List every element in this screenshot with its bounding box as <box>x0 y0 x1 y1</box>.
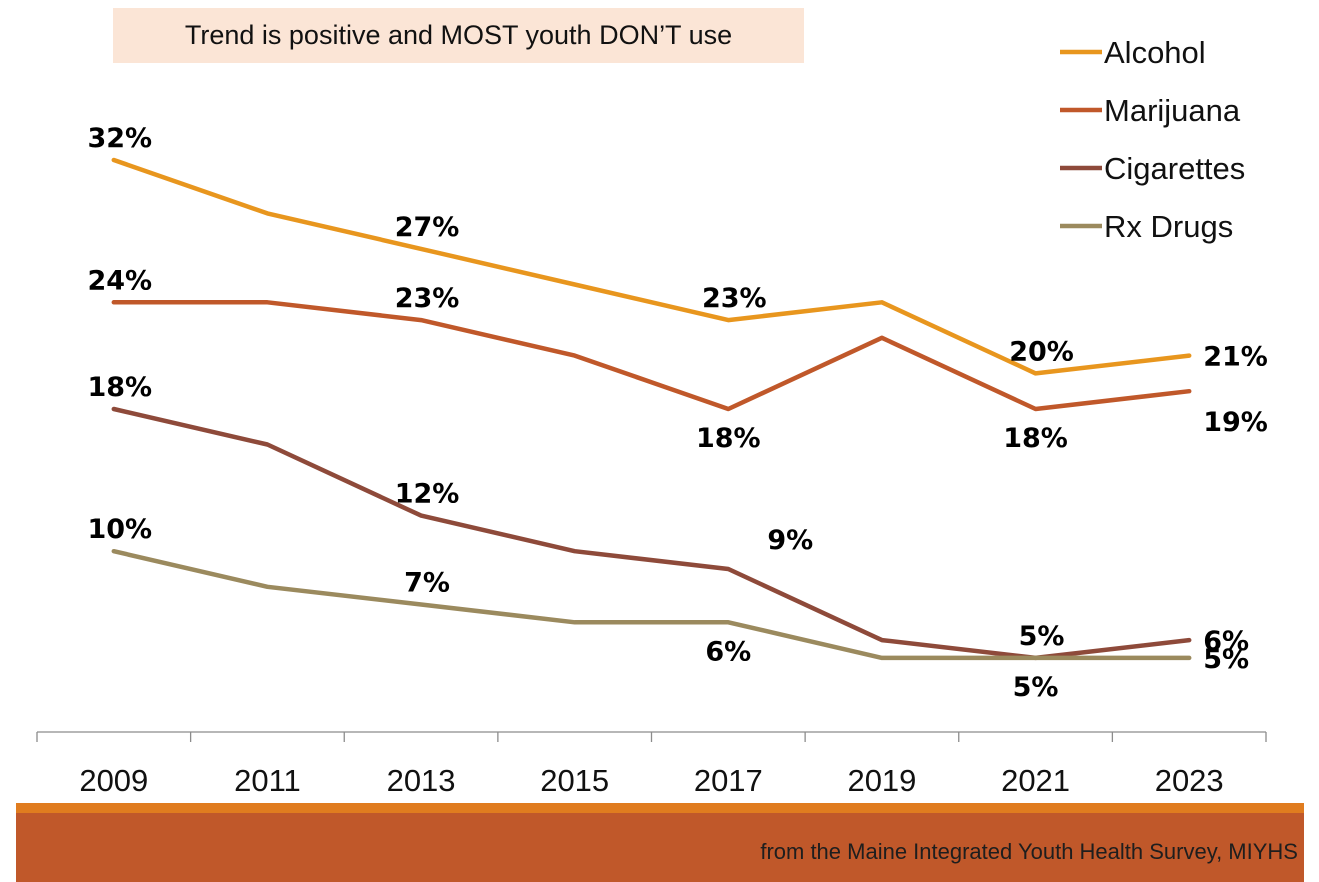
data-label-marijuana-2023: 19% <box>1203 407 1268 438</box>
data-label-cigarettes-2023: 6% <box>1203 626 1249 657</box>
data-label-cigarettes-2013: 12% <box>395 479 460 510</box>
data-label-rx_drugs-2009: 10% <box>87 514 152 545</box>
data-labels: 32% 27% 23% 20% 21% 24% 23% 18% 18% 19% 18% 12% 9% 5%… <box>87 123 1267 703</box>
series-line-marijuana <box>111 300 1192 412</box>
data-label-cigarettes-2009: 18% <box>87 372 152 403</box>
footer-stripe <box>16 803 1304 813</box>
series-line-rx_drugs <box>111 548 1192 661</box>
x-tick-label-2009: 2009 <box>79 763 148 798</box>
data-label-marijuana-2013: 23% <box>395 283 460 314</box>
data-label-cigarettes-2017: 9% <box>767 525 813 556</box>
data-label-alcohol-2009: 32% <box>87 123 152 154</box>
data-label-marijuana-2009: 24% <box>87 265 152 296</box>
series-lines <box>111 157 1192 661</box>
data-label-rx_drugs-2023: 5% <box>1203 644 1249 675</box>
data-label-alcohol-2013: 27% <box>395 212 460 243</box>
data-label-marijuana-2021: 18% <box>1003 423 1068 454</box>
series-line-alcohol <box>111 157 1192 376</box>
legend-label-cigarettes: Cigarettes <box>1104 151 1245 186</box>
x-tick-label-2023: 2023 <box>1155 763 1224 798</box>
legend: Alcohol Marijuana Cigarettes Rx Drugs <box>1060 35 1245 244</box>
x-tick-label-2019: 2019 <box>847 763 916 798</box>
data-label-alcohol-2021: 20% <box>1009 336 1074 367</box>
x-tick-label-2017: 2017 <box>694 763 763 798</box>
legend-label-alcohol: Alcohol <box>1104 35 1206 70</box>
x-tick-label-2011: 2011 <box>234 763 301 798</box>
data-label-alcohol-2017: 23% <box>702 283 767 314</box>
data-label-marijuana-2017: 18% <box>696 423 761 454</box>
data-label-rx_drugs-2017: 6% <box>705 636 751 667</box>
data-label-rx_drugs-2013: 7% <box>404 568 450 599</box>
data-label-alcohol-2023: 21% <box>1203 342 1268 373</box>
x-tick-label-2021: 2021 <box>1001 763 1070 798</box>
x-tick-label-2013: 2013 <box>387 763 456 798</box>
footer-band: from the Maine Integrated Youth Health S… <box>16 813 1304 882</box>
x-tick-label-2015: 2015 <box>540 763 609 798</box>
chart-subtitle: Trend is positive and MOST youth DON’T u… <box>113 8 804 63</box>
data-label-rx_drugs-2021: 5% <box>1013 672 1059 703</box>
legend-label-rx_drugs: Rx Drugs <box>1104 209 1233 244</box>
line-chart: 2009 2011 2013 2015 2017 2019 2021 2023 32% 27% 2… <box>36 35 1268 798</box>
series-line-cigarettes <box>111 406 1192 661</box>
x-axis: 2009 2011 2013 2015 2017 2019 2021 2023 <box>36 731 1267 798</box>
legend-label-marijuana: Marijuana <box>1104 93 1241 128</box>
data-label-cigarettes-2021: 5% <box>1019 621 1065 652</box>
source-note: from the Maine Integrated Youth Health S… <box>760 839 1298 864</box>
